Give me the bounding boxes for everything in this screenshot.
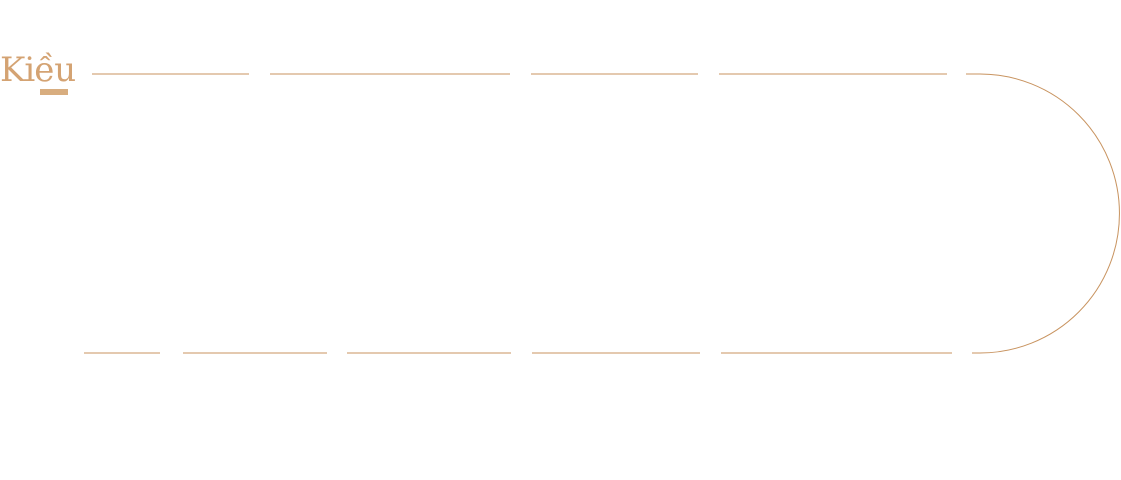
logo[interactable]: Kiều xyxy=(0,50,76,98)
curved-track-end xyxy=(966,73,1120,354)
logo-text: Kiều xyxy=(0,50,76,90)
logo-tagline-badge xyxy=(40,89,68,95)
